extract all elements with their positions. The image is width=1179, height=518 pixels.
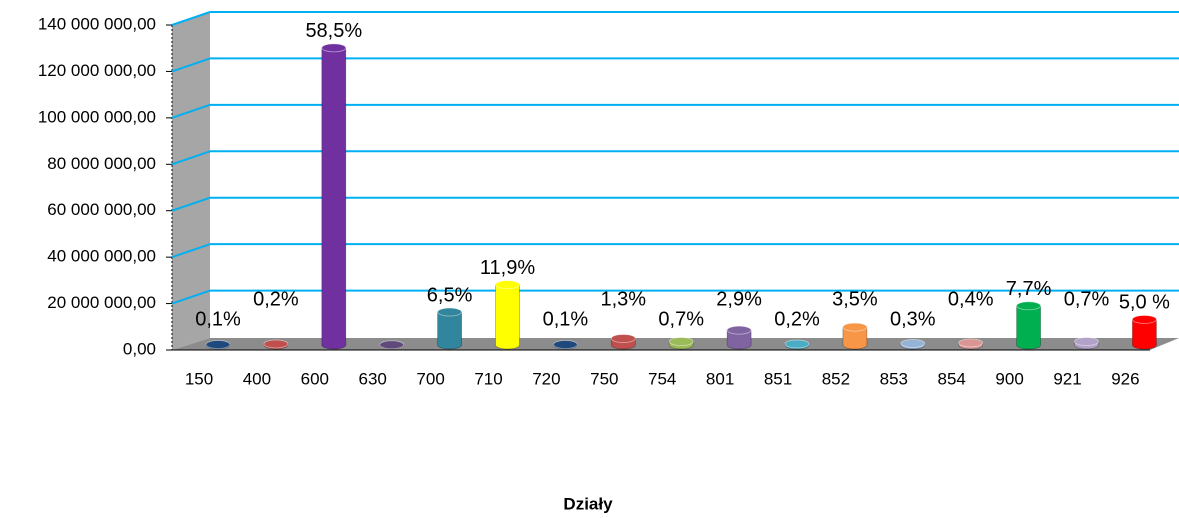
bar [958,338,984,350]
bar-part [437,311,462,350]
bar-part [321,43,347,53]
bar-part [784,339,810,349]
bar-part [842,326,868,350]
data-label: 0,4% [948,288,994,310]
x-tick-label: 750 [590,369,618,388]
bar [1016,301,1041,350]
bar [379,340,405,350]
data-label: 0,2% [774,308,820,330]
bar-part [495,280,520,290]
data-label: 58,5% [305,20,362,42]
grid-line [171,289,211,305]
x-tick-label: 921 [1053,369,1081,388]
x-tick-label: 900 [995,369,1023,388]
bar-part [205,340,231,349]
y-tick-label: 120 000 000,00 [38,61,156,80]
x-tick-label: 853 [880,369,908,388]
data-label: 0,3% [890,308,936,330]
bar-part [1016,305,1041,350]
bar-part [1132,319,1157,350]
x-tick-label: 852 [822,369,850,388]
grid-line [171,196,211,212]
bar-part [726,329,752,350]
x-tick-label: 851 [764,369,792,388]
grid-line [171,11,211,26]
data-label: 2,9% [716,288,762,310]
bar-part [263,339,289,349]
y-tick-label: 20 000 000,00 [47,293,156,312]
x-tick-label: 600 [301,369,329,388]
y-tick-label: 40 000 000,00 [47,247,156,266]
grid-line [171,57,211,73]
y-tick-label: 80 000 000,00 [47,154,156,173]
bar [321,43,347,350]
data-label: 7,7% [1006,278,1052,300]
bar [553,340,578,350]
data-label: 1,3% [601,288,647,310]
x-axis-title: Działy [563,494,613,513]
x-tick-label: 710 [474,369,502,388]
bar-part [553,340,578,349]
bar [784,339,810,350]
bar-part [379,340,405,350]
y-tick-label: 140 000 000,00 [38,14,156,33]
data-label: 3,5% [832,288,878,310]
bar [437,307,463,350]
y-tick-label: 100 000 000,00 [38,107,156,126]
bar [726,325,752,350]
bar [900,339,926,350]
data-label: 0,7% [658,308,704,330]
bar-part [1132,315,1157,324]
grid-line [171,150,211,166]
data-label: 0,2% [253,288,299,310]
side-wall [172,12,210,350]
x-tick-label: 801 [706,369,734,388]
bar [842,322,868,350]
x-tick-label: 400 [243,369,271,388]
data-label: 6,5% [427,284,473,306]
x-tick-label: 720 [532,369,560,388]
grid-line [171,243,211,259]
data-label: 0,7% [1064,288,1110,310]
grid-line [171,103,211,119]
bar [263,339,289,350]
bar-part [900,339,926,348]
data-label: 5,0 % [1119,292,1170,314]
bar-part [437,307,463,317]
data-label: 0,1% [195,308,241,330]
bar [1132,315,1157,350]
x-tick-label: 700 [416,369,444,388]
bar [205,340,231,350]
bar [610,334,636,350]
bar-part [610,334,636,343]
x-tick-label: 854 [938,369,966,388]
bar-part [726,325,752,335]
bar-part [495,284,520,350]
bar [668,337,694,350]
bar-part [842,322,868,332]
data-label: 11,9% [480,257,535,279]
x-tick-label: 926 [1111,369,1139,388]
y-tick-label: 0,00 [123,339,156,358]
bar-part [321,47,347,350]
x-tick-label: 754 [648,369,676,388]
x-tick-label: 630 [359,369,387,388]
y-tick-label: 60 000 000,00 [47,200,156,219]
bar-part [1016,301,1041,311]
data-label: 0,1% [543,308,589,330]
bar-part [958,338,984,348]
bar [495,280,520,350]
bar [1074,337,1099,350]
x-tick-label: 150 [185,369,213,388]
bar-part [668,337,694,346]
bar-part [1074,337,1099,346]
